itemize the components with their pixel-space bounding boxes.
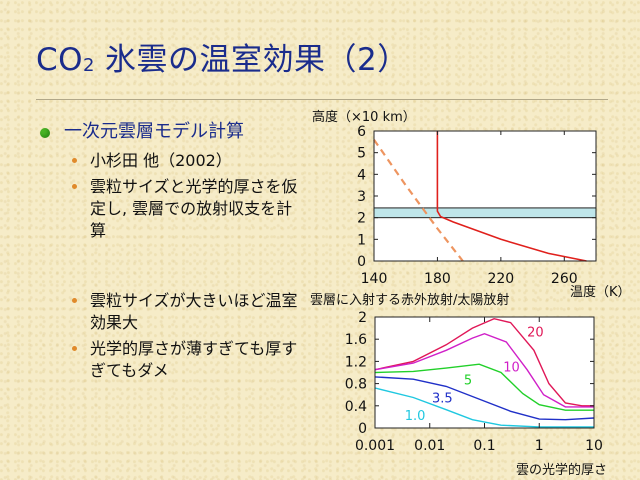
x-tick-label: 0.001 (355, 438, 395, 454)
y-tick-label: 6 (357, 124, 366, 140)
y-tick-label: 0 (357, 254, 366, 270)
y-tick-label: 1 (357, 232, 366, 248)
orange-bullet-icon (72, 184, 77, 189)
y-tick-label: 0.4 (345, 399, 367, 415)
x-tick-label: 10 (585, 438, 603, 454)
orange-bullet-icon (72, 298, 77, 303)
plot-area (375, 317, 594, 428)
series-label: 5 (464, 374, 472, 389)
y-tick-label: 0 (358, 421, 367, 437)
y-axis-title: 雲層に入射する赤外放射/太陽放射 (310, 292, 509, 308)
bullet-level2: 雲粒サイズが大きいほど温室効果大 (38, 290, 308, 334)
x-axis-title: 温度（K） (570, 284, 631, 298)
plot-area (374, 131, 596, 261)
series-label: 20 (527, 325, 544, 340)
title-divider (36, 99, 608, 100)
temperature-profile-chart: 0 1 2 3 4 5 6 140 180 220 260 高度（×10 km） 温度（K） (312, 109, 631, 298)
greenhouse-effect-chart: 雲層に入射する赤外放射/太陽放射 20 10 5 3.5 1.0 0 0.4 0.8 1.2 1.6… (310, 292, 607, 478)
y-tick-label: 2 (357, 211, 366, 227)
y-tick-label: 3 (357, 189, 366, 205)
bullet-level2: 光学的厚さが薄すぎても厚すぎてもダメ (38, 338, 308, 382)
bullet-list: 一次元雲層モデル計算 小杉田 他（2002） 雲粒サイズと光学的厚さを仮定し, … (38, 118, 308, 382)
cloud-layer-band (373, 207, 597, 219)
bullet-level1: 一次元雲層モデル計算 (38, 118, 308, 146)
solid-profile-line (436, 131, 587, 262)
bullet-level2: 雲粒サイズと光学的厚さを仮定し, 雲層での放射収支を計算 (38, 176, 308, 242)
x-tick-label: 0.01 (414, 438, 445, 454)
y-axis-title: 高度（×10 km） (312, 109, 416, 125)
series-label: 1.0 (405, 409, 426, 424)
x-tick-label: 140 (361, 271, 388, 287)
y-tick-label: 1.2 (345, 354, 367, 370)
x-tick-label: 220 (487, 271, 514, 287)
y-tick-label: 0.8 (345, 377, 367, 393)
series-line-20 (374, 317, 594, 407)
series-line-5 (374, 363, 594, 411)
bullet-level2: 小杉田 他（2002） (38, 150, 308, 172)
x-tick-label: 260 (551, 271, 578, 287)
green-bullet-icon (40, 128, 50, 138)
x-axis-title: 雲の光学的厚さ (516, 462, 607, 478)
x-tick-label: 180 (424, 271, 451, 287)
series-label: 10 (503, 360, 520, 375)
orange-bullet-icon (72, 158, 77, 163)
slide-title: CO2 氷雲の温室効果（2） (36, 42, 409, 78)
x-tick-label: 0.1 (473, 438, 495, 454)
y-tick-label: 1.6 (345, 332, 367, 348)
dashed-profile-line (373, 139, 464, 262)
series-line-10 (374, 332, 594, 408)
y-tick-label: 5 (357, 146, 366, 162)
x-tick-label: 1 (535, 438, 544, 454)
y-tick-label: 4 (357, 167, 366, 183)
series-label: 3.5 (432, 391, 453, 406)
series-line-3-5 (374, 376, 595, 421)
orange-bullet-icon (72, 346, 77, 351)
y-tick-label: 2 (358, 310, 367, 326)
